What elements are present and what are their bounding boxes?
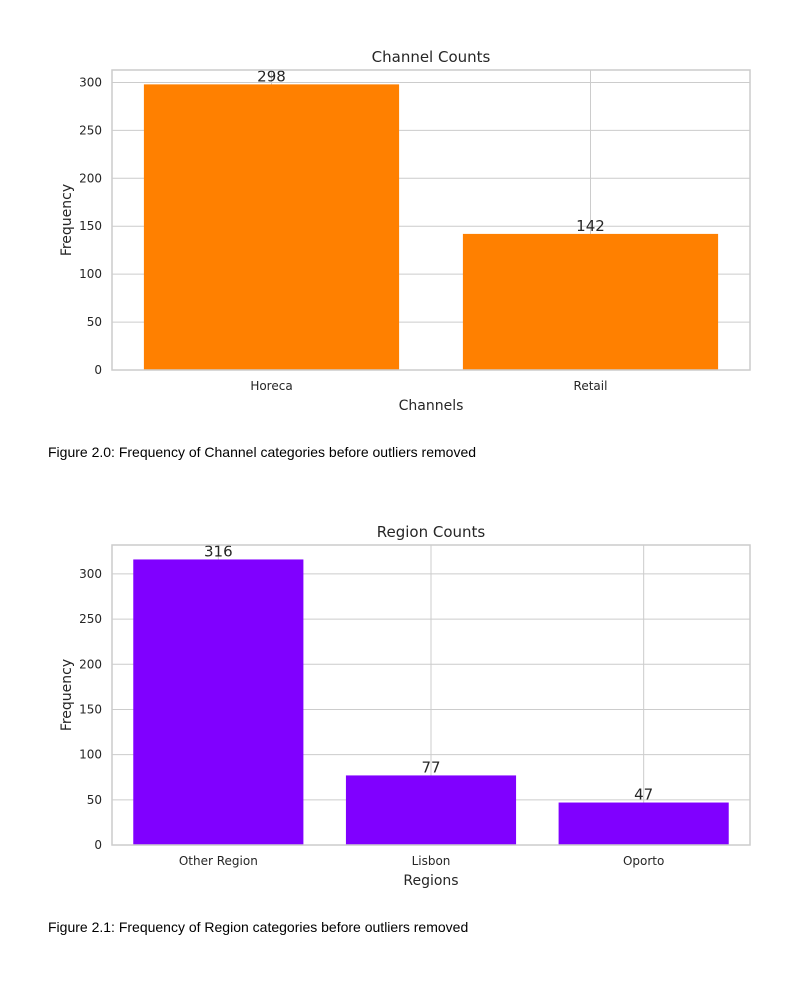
data-label: 298 [257, 67, 286, 85]
bar-lisbon [345, 775, 517, 845]
x-tick-label: Horeca [250, 379, 292, 393]
data-label: 142 [576, 217, 605, 235]
chart-title: Channel Counts [372, 48, 491, 66]
y-tick-label: 250 [79, 612, 102, 626]
y-tick-label: 150 [79, 702, 102, 716]
plot-frame [111, 69, 751, 371]
y-tick-label: 100 [79, 267, 102, 281]
x-tick-label: Oporto [623, 854, 664, 868]
y-tick-label: 150 [79, 219, 102, 233]
x-axis-label: Channels [399, 398, 464, 414]
data-label: 316 [204, 542, 233, 560]
y-axis-label: Frequency [59, 184, 75, 256]
bar-retail [462, 233, 719, 370]
y-axis-label: Frequency [59, 659, 75, 731]
data-label: 47 [634, 786, 653, 804]
y-tick-label: 50 [87, 315, 102, 329]
bar-horeca [143, 84, 400, 370]
figure-caption-channel: Figure 2.0: Frequency of Channel categor… [48, 444, 477, 460]
x-tick-label: Lisbon [412, 854, 451, 868]
bar-other-region [133, 559, 304, 845]
y-tick-label: 200 [79, 171, 102, 185]
region-counts-chart: Region Counts 0 50 100 150 200 250 300 316 Other … [59, 523, 751, 889]
data-label: 77 [421, 758, 440, 776]
y-tick-label: 50 [87, 793, 102, 807]
y-tick-label: 300 [79, 567, 102, 581]
x-tick-label: Retail [574, 379, 608, 393]
y-tick-label: 100 [79, 748, 102, 762]
chart-title: Region Counts [377, 523, 486, 541]
y-tick-label: 0 [94, 838, 102, 852]
y-tick-label: 200 [79, 657, 102, 671]
x-tick-label: Other Region [179, 854, 258, 868]
x-axis-label: Regions [403, 873, 458, 889]
plot-frame [111, 544, 751, 846]
y-tick-label: 250 [79, 123, 102, 137]
bar-oporto [558, 802, 729, 845]
figure-caption-region: Figure 2.1: Frequency of Region categori… [48, 919, 469, 935]
channel-counts-chart: Channel Counts 0 50 100 150 200 250 300 298 Horec… [59, 48, 751, 414]
y-tick-label: 300 [79, 75, 102, 89]
y-tick-label: 0 [94, 363, 102, 377]
